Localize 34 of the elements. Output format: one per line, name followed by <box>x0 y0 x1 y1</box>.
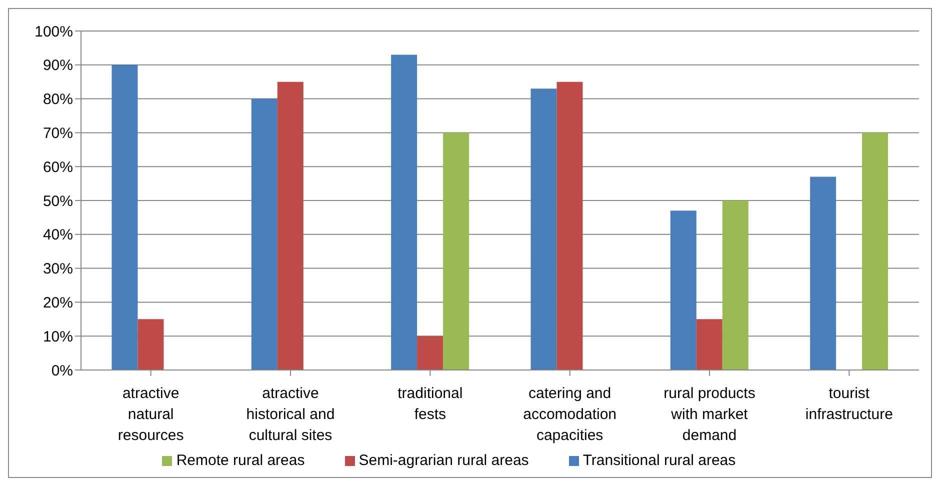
bar <box>251 98 278 370</box>
y-tick-label: 0% <box>51 362 73 380</box>
x-tick-label: rural products with market demand <box>664 385 756 444</box>
legend-label: Semi-agrarian rural areas <box>358 452 529 469</box>
x-tick-label: traditional fests <box>398 385 463 423</box>
legend-label: Transitional rural areas <box>582 452 736 469</box>
bar <box>696 319 722 370</box>
bar <box>530 88 557 370</box>
x-tick-label: atractive natural resources <box>118 385 184 444</box>
y-tick-label: 90% <box>42 57 73 74</box>
bar <box>138 319 164 370</box>
x-tick-label: catering and accomodation capacities <box>523 385 617 444</box>
bar <box>810 176 836 370</box>
bar <box>391 54 418 370</box>
bar <box>862 132 888 370</box>
bar <box>722 200 748 370</box>
y-tick-label: 10% <box>42 328 73 346</box>
bar <box>277 82 304 370</box>
y-tick-label: 80% <box>42 91 73 108</box>
y-tick-label: 20% <box>42 294 73 312</box>
y-tick-label: 40% <box>42 226 73 244</box>
bar <box>443 132 470 370</box>
x-tick-label: tourist infrastructure <box>805 385 893 423</box>
legend-label: Remote rural areas <box>176 452 305 469</box>
bar <box>670 210 696 370</box>
bar <box>112 64 138 370</box>
y-tick-label: 60% <box>42 158 73 176</box>
y-tick-label: 100% <box>34 23 73 40</box>
bar <box>417 336 444 370</box>
y-tick-label: 70% <box>42 125 73 142</box>
x-tick-label: atractive historical and cultural sites <box>246 385 335 444</box>
bar <box>556 82 583 370</box>
y-tick-label: 50% <box>42 192 73 210</box>
y-tick-label: 30% <box>42 260 73 278</box>
